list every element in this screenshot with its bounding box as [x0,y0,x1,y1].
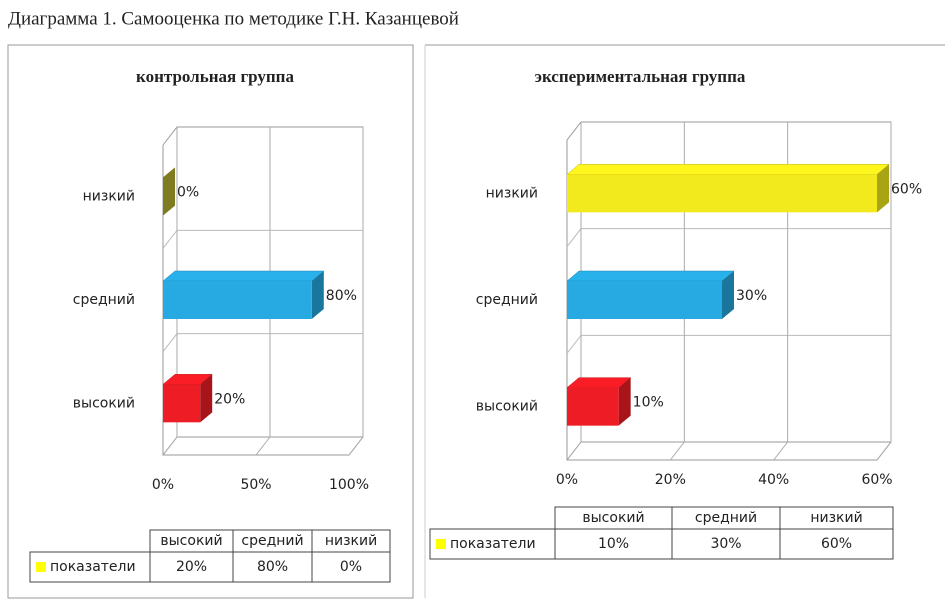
grid-line [162,127,178,456]
caption: Диаграмма 1. Самооценка по методике Г.Н.… [8,8,459,29]
row-separator [566,228,891,247]
x-tick-label: 50% [240,477,271,493]
table-value: 80% [257,559,288,575]
table-value: 30% [710,536,741,552]
x-tick-label: 100% [329,477,369,493]
row-separator [566,334,891,354]
legend-swatch [36,562,46,572]
row-separator [162,333,363,352]
category-label: низкий [486,185,538,201]
bar-side [311,271,324,319]
value-label: 10% [633,395,664,411]
grid-line [566,122,582,461]
bar-side [722,271,734,319]
value-label: 30% [736,288,767,304]
table-cell [311,551,391,583]
bar [163,384,201,423]
table-header: высокий [582,510,644,526]
chart-title: экспериментальная группа [535,67,746,86]
grid-line [255,127,271,456]
row-separator [162,229,363,249]
left-panel [7,44,414,599]
value-label: 60% [891,181,922,197]
bar-top [566,164,890,175]
bar-side [618,377,631,426]
legend-label: показатели [450,536,536,552]
category-label: низкий [83,189,135,205]
table-value: 0% [340,559,362,575]
grid-line [669,122,685,461]
chart-title: контрольная группа [136,67,294,86]
grid-line [876,122,892,461]
table-header: средний [241,533,303,549]
x-tick-label: 20% [655,472,686,488]
legend-swatch [436,539,446,549]
bar-top [162,270,325,282]
bar-top [162,374,213,385]
table-cell [779,528,894,560]
x-tick-label: 0% [152,477,174,493]
value-label: 0% [177,185,199,201]
category-label: средний [73,292,135,308]
bar-side [200,374,213,423]
value-label: 20% [214,391,245,407]
table-header: низкий [325,533,377,549]
bar-side [877,164,889,213]
table-header: низкий [810,510,862,526]
table-value: 10% [598,536,629,552]
x-tick-label: 60% [861,472,892,488]
legend-label: показатели [50,559,136,575]
bar [567,281,722,319]
bar [567,174,877,213]
category-label: высокий [73,395,135,411]
table-value: 20% [176,559,207,575]
bar [567,387,619,426]
category-label: средний [476,292,538,308]
grid-line [773,122,789,461]
bar-side [163,167,175,216]
x-tick-label: 40% [758,472,789,488]
value-label: 80% [326,288,357,304]
category-label: высокий [476,399,538,415]
table-value: 60% [821,536,852,552]
bar [163,281,312,319]
bar-top [566,270,735,282]
x-tick-label: 0% [556,472,578,488]
grid-line [348,127,364,456]
table-header: средний [695,510,757,526]
table-header: высокий [160,533,222,549]
